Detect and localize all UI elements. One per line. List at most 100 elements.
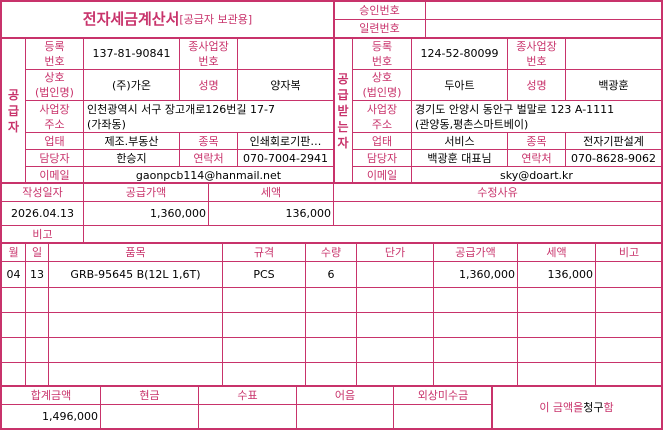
empty-item-cell [25,287,49,313]
receiver-reg_no-label: 등록 번호 [352,37,412,70]
empty-item-cell [48,362,223,387]
item-header: 월 [1,243,26,262]
receiver-item-label: 종목 [507,132,566,150]
supplier-phone-label: 연락처 [179,149,238,167]
reason-label: 수정사유 [333,182,662,202]
receiver-rep-label: 성명 [507,69,566,101]
empty-item-cell [433,362,518,387]
empty-item-cell [1,312,26,338]
empty-item-cell [356,362,434,387]
side-char: 급 [7,103,20,118]
title-sub: [공급자 보관용] [179,13,253,26]
total-header: 합계금액 [1,385,101,405]
receiver-addr-label: 사업장 주소 [352,100,412,133]
empty-item-cell [222,312,306,338]
total-value [296,404,394,429]
item-cell: PCS [222,261,306,288]
item-header: 일 [25,243,49,262]
empty-item-cell [433,312,518,338]
item-header: 비고 [595,243,663,262]
supplier-reg_no: 137-81-90841 [83,37,180,70]
total-header: 외상미수금 [393,385,493,405]
supplier-rep: 양자복 [237,69,334,101]
empty-item-cell [1,362,26,387]
item-header: 규격 [222,243,306,262]
tax-label: 세액 [208,182,334,202]
empty-item-cell [356,287,434,313]
empty-item-cell [25,362,49,387]
receiver-sub_biz [565,37,662,70]
empty-item-cell [48,312,223,338]
item-cell: 13 [25,261,49,288]
invoice-title: 전자세금계산서 [공급자 보관용] [0,0,335,39]
item-cell: 1,360,000 [433,261,518,288]
receiver-phone-label: 연락처 [507,149,566,167]
empty-item-cell [305,312,357,338]
side-char: 자 [7,119,20,134]
supplier-rep-label: 성명 [179,69,238,101]
supplier-addr: 인천광역시 서구 장고개로126번길 17-7 (가좌동) [83,100,334,133]
total-value [100,404,199,429]
empty-item-cell [1,337,26,363]
empty-item-cell [517,337,596,363]
supplier-phone: 070-7004-2941 [237,149,334,167]
claim-pre: 이 금액을 [539,400,584,414]
supplier-sub_biz-label: 종사업장 번호 [179,37,238,70]
empty-item-cell [222,362,306,387]
item-cell: 04 [1,261,26,288]
item-header: 품목 [48,243,223,262]
empty-item-cell [595,312,663,338]
supply-label: 공급가액 [83,182,209,202]
supplier-type: 제조.부동산 [83,132,180,150]
supplier-sub_biz [237,37,334,70]
item-cell: GRB-95645 B(12L 1,6T) [48,261,223,288]
empty-item-cell [433,337,518,363]
empty-item-cell [356,337,434,363]
supplier-contact-label: 담당자 [25,149,84,167]
supplier-contact: 한승지 [83,149,180,167]
supplier-item: 인쇄회로기판… [237,132,334,150]
empty-item-cell [517,312,596,338]
approval-value [425,1,662,20]
empty-item-cell [222,287,306,313]
empty-item-cell [222,337,306,363]
item-cell [356,261,434,288]
empty-item-cell [433,287,518,313]
total-header: 현금 [100,385,199,405]
side-char: 는 [337,119,349,134]
supplier-reg_no-label: 등록 번호 [25,37,84,70]
side-char: 공 [7,87,20,102]
empty-item-cell [48,287,223,313]
item-header: 공급가액 [433,243,518,262]
receiver-name: 두아트 [411,69,508,101]
receiver-type-label: 업태 [352,132,412,150]
total-value [198,404,297,429]
date-label: 작성일자 [1,182,84,202]
claim-mid: 청구 [583,400,604,414]
receiver-type: 서비스 [411,132,508,150]
empty-item-cell [1,287,26,313]
empty-item-cell [305,287,357,313]
empty-item-cell [517,362,596,387]
serial-label: 일련번호 [333,19,426,38]
date-value: 2026.04.13 [1,201,84,226]
item-cell [595,261,663,288]
supplier-item-label: 종목 [179,132,238,150]
approval-label: 승인번호 [333,1,426,20]
receiver-rep: 백광훈 [565,69,662,101]
item-header: 수량 [305,243,357,262]
side-char: 급 [337,87,349,102]
supplier-name: (주)가온 [83,69,180,101]
total-header: 어음 [296,385,394,405]
total-value: 1,496,000 [1,404,101,429]
receiver-phone: 070-8628-9062 [565,149,662,167]
receiver-name-label: 상호 (법인명) [352,69,412,101]
receiver-contact: 백광훈 대표님 [411,149,508,167]
receiver-sub_biz-label: 종사업장 번호 [507,37,566,70]
supplier-addr-label: 사업장 주소 [25,100,84,133]
receiver-reg_no: 124-52-80099 [411,37,508,70]
side-char: 자 [337,135,349,150]
